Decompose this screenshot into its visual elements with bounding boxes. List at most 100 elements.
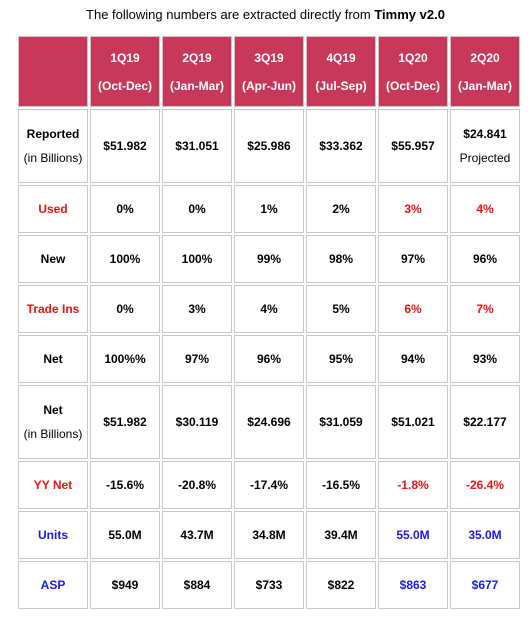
table-cell: 5%: [306, 285, 376, 333]
table-cell: 4%: [450, 185, 520, 233]
table-cell: -20.8%: [162, 461, 232, 509]
table-cell: 6%: [378, 285, 448, 333]
table-cell: 55.0M: [378, 511, 448, 559]
table-cell: 34.8M: [234, 511, 304, 559]
header-range: (Oct-Dec): [97, 78, 152, 93]
table-cell: -26.4%: [450, 461, 520, 509]
table-cell: -1.8%: [378, 461, 448, 509]
table-caption: The following numbers are extracted dire…: [0, 6, 531, 24]
table-cell-projected: $24.841 Projected: [450, 109, 520, 183]
table-cell: 0%: [162, 185, 232, 233]
table-cell: 3%: [378, 185, 448, 233]
row-label-net: Net: [18, 335, 88, 383]
table-cell: 98%: [306, 235, 376, 283]
header-quarter: 2Q19: [182, 50, 212, 65]
table-cell: -17.4%: [234, 461, 304, 509]
header-cell-2q20: 2Q20 (Jan-Mar): [450, 36, 520, 107]
table-cell: 35.0M: [450, 511, 520, 559]
header-row: 1Q19 (Oct-Dec) 2Q19 (Jan-Mar) 3Q19 (Apr-Jun…: [18, 36, 520, 107]
table-cell: $31.059: [306, 385, 376, 459]
header-cell-3q19: 3Q19 (Apr-Jun): [234, 36, 304, 107]
table-cell: 3%: [162, 285, 232, 333]
row-label-reported: Reported (in Billions): [18, 109, 88, 183]
table-cell: $25.986: [234, 109, 304, 183]
table-cell: $949: [90, 561, 160, 609]
header-quarter: 4Q19: [326, 50, 356, 65]
table-cell: $677: [450, 561, 520, 609]
row-label-trade-ins: Trade Ins: [18, 285, 88, 333]
table-row-used: Used 0% 0% 1% 2% 3% 4%: [18, 185, 520, 233]
row-label-units: Units: [18, 511, 88, 559]
table-cell: 39.4M: [306, 511, 376, 559]
table-cell: $51.982: [90, 109, 160, 183]
table-cell: 96%: [234, 335, 304, 383]
table-row-units: Units 55.0M 43.7M 34.8M 39.4M 55.0M 35.0…: [18, 511, 520, 559]
row-sublabel-text: (in Billions): [23, 427, 83, 441]
table-cell: $33.362: [306, 109, 376, 183]
table-cell: $31.051: [162, 109, 232, 183]
table-row-reported: Reported (in Billions) $51.982 $31.051 $2…: [18, 109, 520, 183]
header-range: (Jul-Sep): [315, 78, 367, 93]
table-cell: 55.0M: [90, 511, 160, 559]
projected-value: $24.841: [463, 127, 507, 141]
table-cell: $51.982: [90, 385, 160, 459]
table-cell: $24.696: [234, 385, 304, 459]
table-cell: $55.957: [378, 109, 448, 183]
table-cell: 43.7M: [162, 511, 232, 559]
table-row-trade-ins: Trade Ins 0% 3% 4% 5% 6% 7%: [18, 285, 520, 333]
header-range: (Oct-Dec): [385, 78, 440, 93]
header-cell-1q19: 1Q19 (Oct-Dec): [90, 36, 160, 107]
table-cell: 97%: [162, 335, 232, 383]
header-cell-1q20: 1Q20 (Oct-Dec): [378, 36, 448, 107]
row-label-used: Used: [18, 185, 88, 233]
table-row-net: Net 100%% 97% 96% 95% 94% 93%: [18, 335, 520, 383]
row-label-new: New: [18, 235, 88, 283]
row-label-asp: ASP: [18, 561, 88, 609]
table-cell: 0%: [90, 285, 160, 333]
table-cell: 93%: [450, 335, 520, 383]
header-quarter: 1Q19: [110, 50, 140, 65]
table-row-yy-net: YY Net -15.6% -20.8% -17.4% -16.5% -1.8%…: [18, 461, 520, 509]
header-quarter: 3Q19: [254, 50, 284, 65]
projected-note: Projected: [459, 151, 511, 165]
table-cell: 99%: [234, 235, 304, 283]
quarterly-data-table: 1Q19 (Oct-Dec) 2Q19 (Jan-Mar) 3Q19 (Apr-Jun…: [16, 34, 522, 611]
table-row-asp: ASP $949 $884 $733 $822 $863 $677: [18, 561, 520, 609]
row-sublabel-text: (in Billions): [23, 151, 83, 165]
table-cell: $733: [234, 561, 304, 609]
table-cell: 100%: [90, 235, 160, 283]
table-cell: 1%: [234, 185, 304, 233]
row-label-text: Net: [43, 403, 63, 417]
table-cell: $884: [162, 561, 232, 609]
table-cell: $30.119: [162, 385, 232, 459]
table-cell: 95%: [306, 335, 376, 383]
table-cell: -16.5%: [306, 461, 376, 509]
table-cell: -15.6%: [90, 461, 160, 509]
table-row-net-billions: Net (in Billions) $51.982 $30.119 $24.696…: [18, 385, 520, 459]
table-cell: 97%: [378, 235, 448, 283]
header-range: (Apr-Jun): [242, 78, 296, 93]
header-cell-2q19: 2Q19 (Jan-Mar): [162, 36, 232, 107]
table-row-new: New 100% 100% 99% 98% 97% 96%: [18, 235, 520, 283]
table-cell: 2%: [306, 185, 376, 233]
table-cell: 7%: [450, 285, 520, 333]
table-cell: 4%: [234, 285, 304, 333]
table-cell: $51.021: [378, 385, 448, 459]
header-quarter: 2Q20: [470, 50, 500, 65]
row-label-text: Reported: [26, 127, 80, 141]
caption-prefix: The following numbers are extracted dire…: [86, 7, 375, 22]
table-cell: $863: [378, 561, 448, 609]
table-cell: 100%%: [90, 335, 160, 383]
header-quarter: 1Q20: [398, 50, 428, 65]
header-corner-cell: [18, 36, 88, 107]
header-range: (Jan-Mar): [169, 78, 224, 93]
table-cell: 100%: [162, 235, 232, 283]
table-cell: 96%: [450, 235, 520, 283]
table-cell: 94%: [378, 335, 448, 383]
table-cell: $822: [306, 561, 376, 609]
table-cell: $22.177: [450, 385, 520, 459]
header-cell-4q19: 4Q19 (Jul-Sep): [306, 36, 376, 107]
row-label-yy-net: YY Net: [18, 461, 88, 509]
caption-source: Timmy v2.0: [374, 7, 445, 22]
table-cell: 0%: [90, 185, 160, 233]
